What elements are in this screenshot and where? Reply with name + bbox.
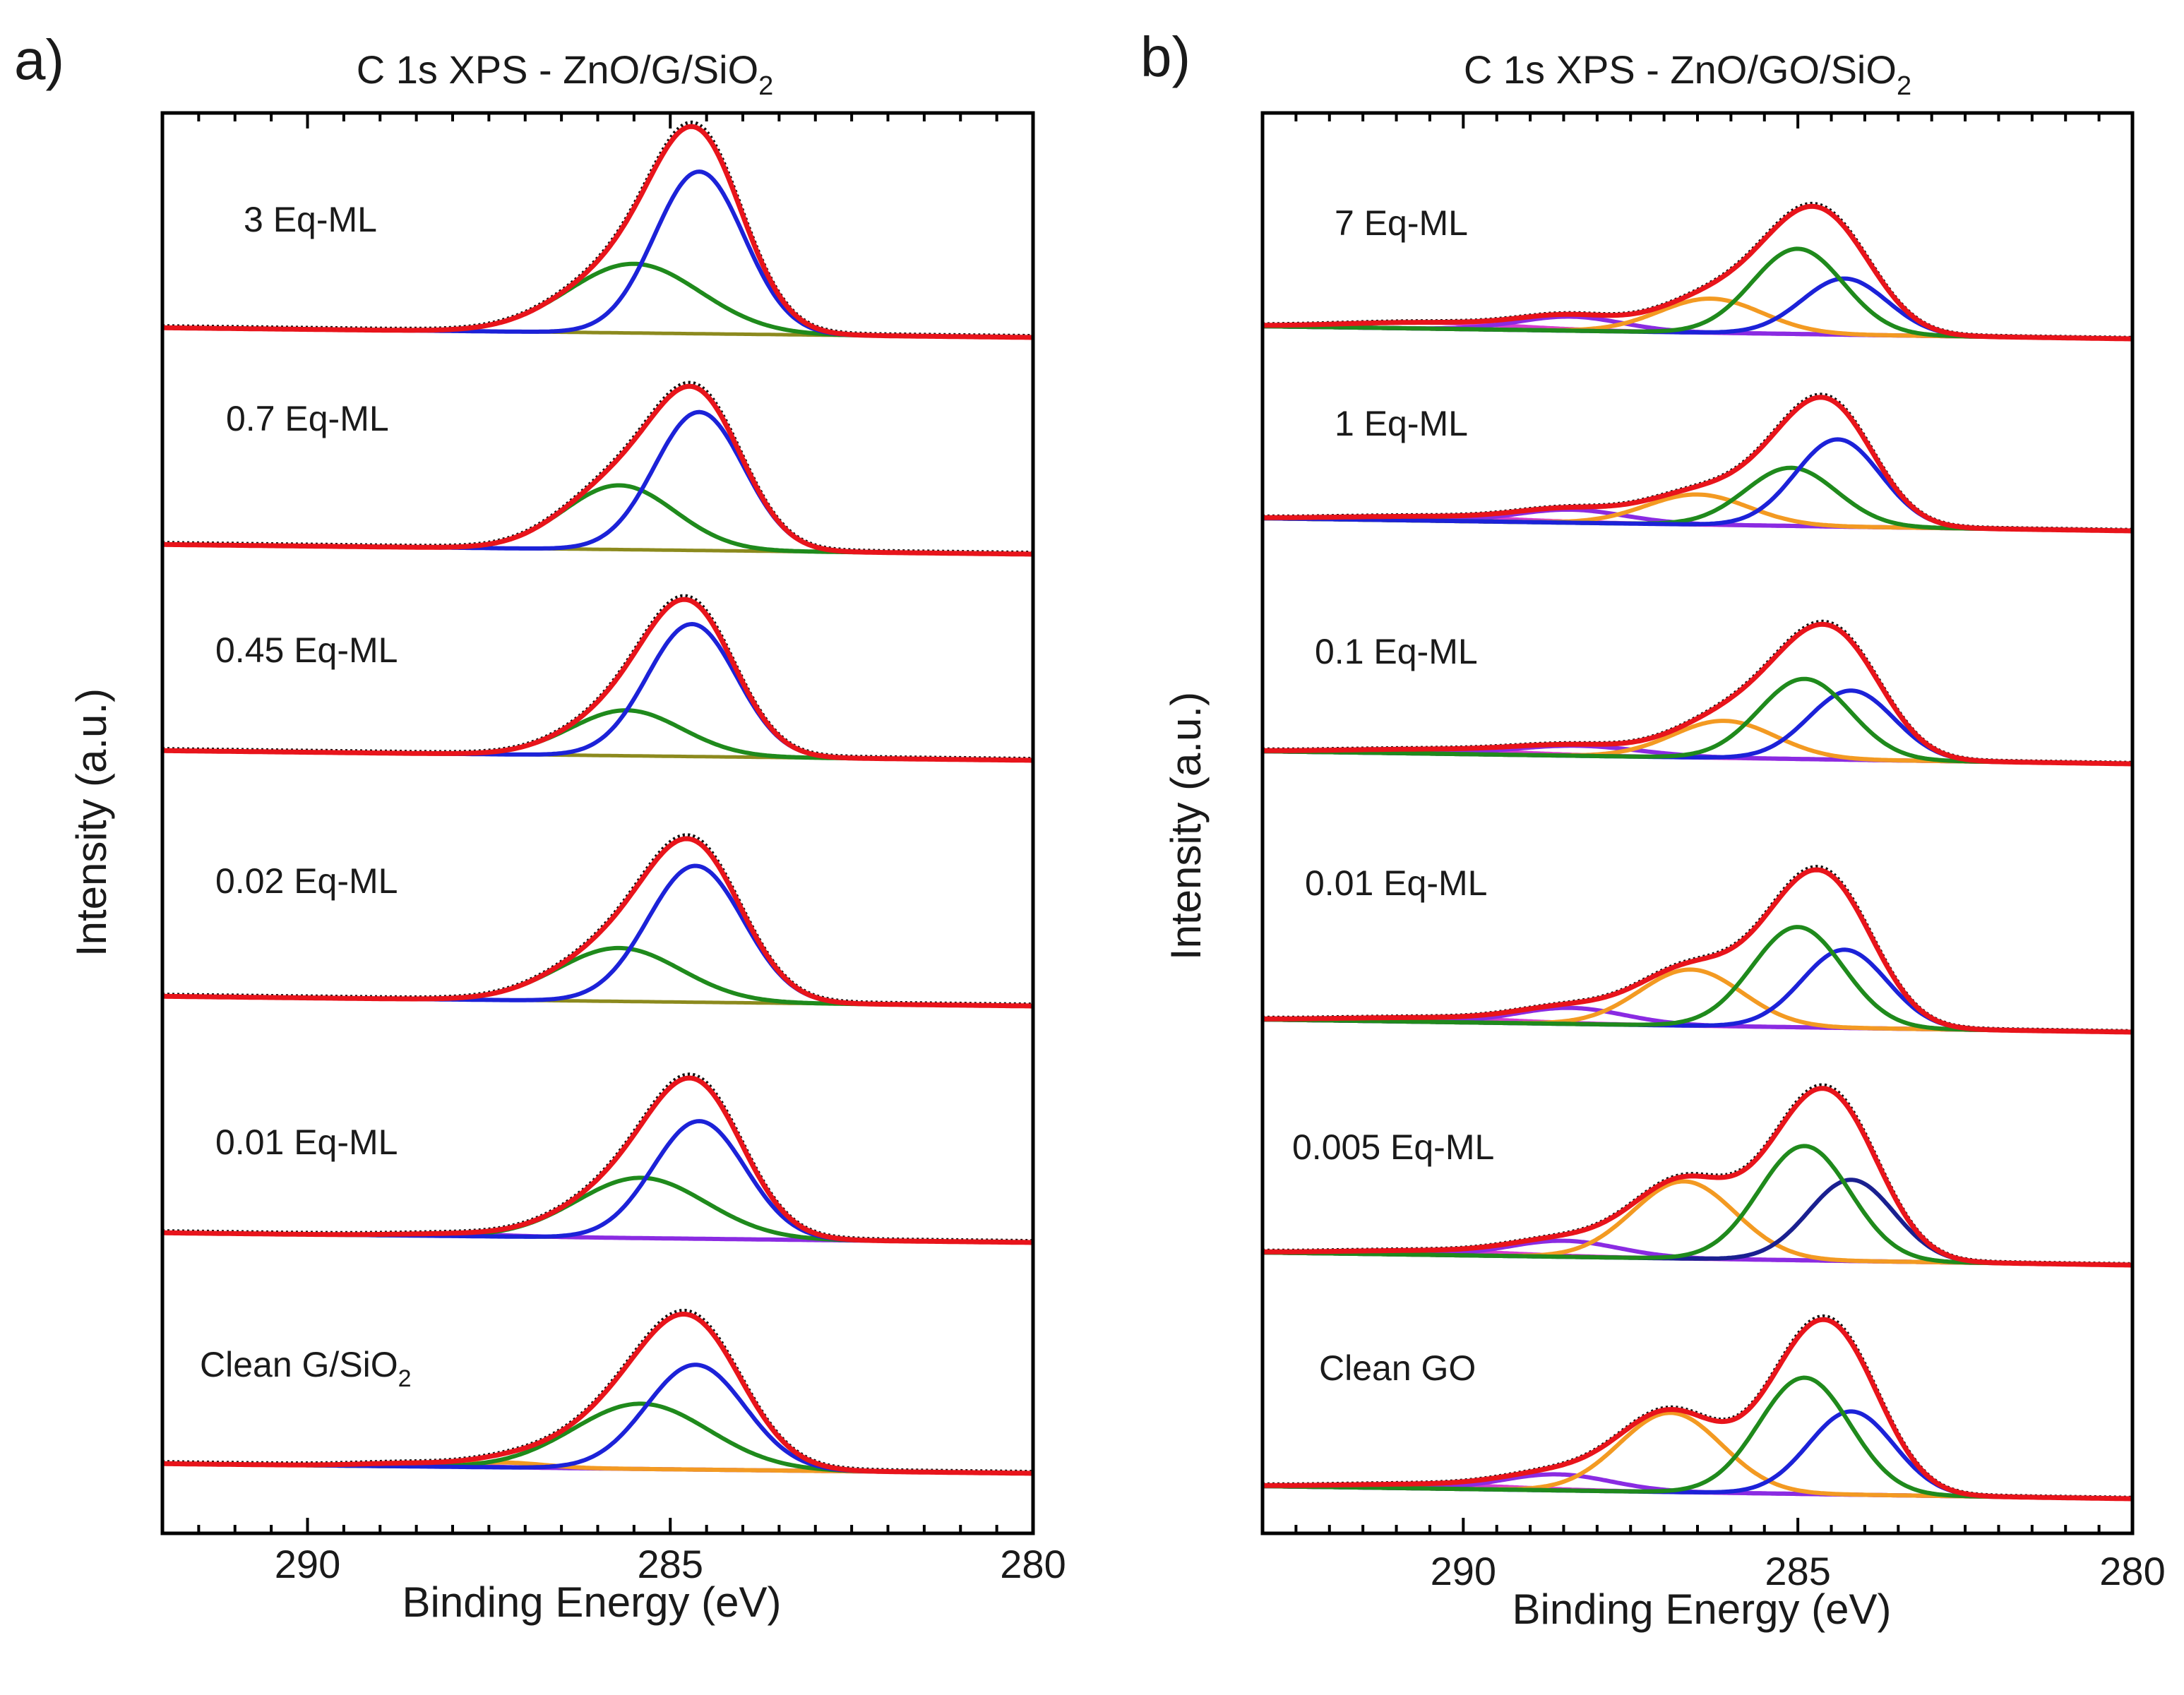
envelope-fit-line	[162, 1075, 1033, 1245]
envelope-fit-line	[1263, 867, 2132, 1035]
envelope-fit-line	[162, 383, 1033, 557]
panel-b-spectrum-label: 1 Eq-ML	[1335, 404, 1468, 443]
panel-a-spectrum-label: 3 Eq-ML	[244, 200, 377, 239]
envelope-fit-line	[1263, 1086, 2132, 1268]
panel-a-title: C 1s XPS - ZnO/G/SiO2	[357, 47, 774, 101]
panel-b-spectrum-label: 0.01 Eq-ML	[1305, 863, 1487, 903]
panel-b: b) C 1s XPS - ZnO/GO/SiO2 Intensity (a.u…	[1140, 25, 2166, 1633]
panel-b-spectrum-labels: 7 Eq-ML 1 Eq-ML 0.1 Eq-ML 0.01 Eq-ML 0.0…	[1292, 203, 1494, 1388]
panel-b-x-tick-label: 280	[2099, 1549, 2165, 1593]
spectrum-1	[162, 120, 1033, 340]
raw-data-points	[162, 594, 1033, 762]
raw-data-points	[1263, 1314, 2133, 1501]
envelope-fit-line	[1263, 621, 2132, 767]
spectrum-5	[1262, 1083, 2133, 1268]
panel-a-plot-area	[162, 120, 1033, 1476]
panel-a: a) C 1s XPS - ZnO/G/SiO2 Intensity (a.u.…	[14, 28, 1066, 1626]
panel-b-tick-labels: 290 285 280	[1431, 1549, 2166, 1593]
panel-b-spectrum-label: 0.005 Eq-ML	[1292, 1127, 1494, 1167]
spectrum-3	[162, 594, 1033, 763]
spectrum-1	[1262, 201, 2133, 342]
envelope-fit-line	[1262, 203, 2132, 342]
panel-a-spectrum-label: 0.45 Eq-ML	[215, 630, 398, 670]
panel-b-x-axis-label: Binding Energy (eV)	[1512, 1586, 1892, 1633]
panel-a-title-subscript: 2	[758, 71, 773, 101]
spectrum-6	[162, 1308, 1033, 1476]
panel-b-y-axis-label: Intensity (a.u.)	[1162, 692, 1210, 960]
panel-a-title-main: C 1s XPS - ZnO/G/SiO	[357, 47, 758, 92]
panel-b-plot-area	[1262, 201, 2133, 1502]
panel-b-frame	[1260, 111, 2135, 1535]
panel-b-spectrum-label: Clean GO	[1319, 1348, 1476, 1388]
panel-b-spectrum-label: 7 Eq-ML	[1335, 203, 1468, 243]
panel-b-label: b)	[1140, 25, 1191, 88]
panel-a-spectrum-labels: 3 Eq-ML 0.7 Eq-ML 0.45 Eq-ML 0.02 Eq-ML …	[200, 200, 412, 1392]
panel-b-title-subscript: 2	[1897, 71, 1911, 101]
panel-a-spectrum-label: 0.02 Eq-ML	[215, 861, 398, 901]
panel-b-title-main: C 1s XPS - ZnO/GO/SiO	[1464, 47, 1897, 92]
panel-a-spectrum-label: 0.01 Eq-ML	[215, 1122, 398, 1162]
spectrum-3	[1262, 619, 2133, 767]
panel-a-x-tick-label: 280	[1000, 1542, 1066, 1586]
panel-a-spectrum-label: Clean G/SiO2	[200, 1345, 412, 1392]
panel-a-y-axis-label: Intensity (a.u.)	[68, 688, 115, 957]
panel-b-x-tick-label: 285	[1765, 1549, 1830, 1593]
spectrum-6	[1262, 1314, 2133, 1502]
envelope-fit-line	[1263, 395, 2132, 534]
panel-a-spectrum-label-main: Clean G/SiO	[200, 1345, 398, 1384]
panel-a-x-tick-label: 290	[275, 1542, 340, 1586]
raw-data-points	[162, 1308, 1033, 1475]
envelope-fit-line	[1263, 1317, 2132, 1502]
spectrum-4	[162, 833, 1033, 1009]
panel-a-spectrum-label-subscript: 2	[398, 1365, 412, 1392]
spectrum-5	[162, 1072, 1033, 1245]
panel-a-x-axis-label: Binding Energy (eV)	[402, 1579, 782, 1626]
panel-a-frame	[160, 111, 1035, 1535]
component-c-o	[1262, 1375, 2132, 1501]
panel-a-label: a)	[14, 28, 64, 91]
panel-b-spectrum-label: 0.1 Eq-ML	[1315, 632, 1478, 671]
panel-b-x-tick-label: 290	[1431, 1549, 1496, 1593]
panel-a-tick-labels: 290 285 280	[275, 1542, 1066, 1586]
envelope-fit-line	[162, 836, 1033, 1009]
panel-a-spectrum-label: 0.7 Eq-ML	[226, 399, 389, 438]
envelope-fit-line	[162, 124, 1033, 340]
spectrum-2	[162, 381, 1033, 557]
envelope-fit-line	[162, 1312, 1033, 1476]
spectrum-2	[1262, 393, 2133, 534]
panel-b-title: C 1s XPS - ZnO/GO/SiO2	[1464, 47, 1911, 101]
panel-a-x-tick-label: 285	[638, 1542, 703, 1586]
spectrum-4	[1262, 865, 2133, 1035]
envelope-fit-line	[162, 597, 1033, 763]
component-c-c	[162, 169, 1033, 340]
